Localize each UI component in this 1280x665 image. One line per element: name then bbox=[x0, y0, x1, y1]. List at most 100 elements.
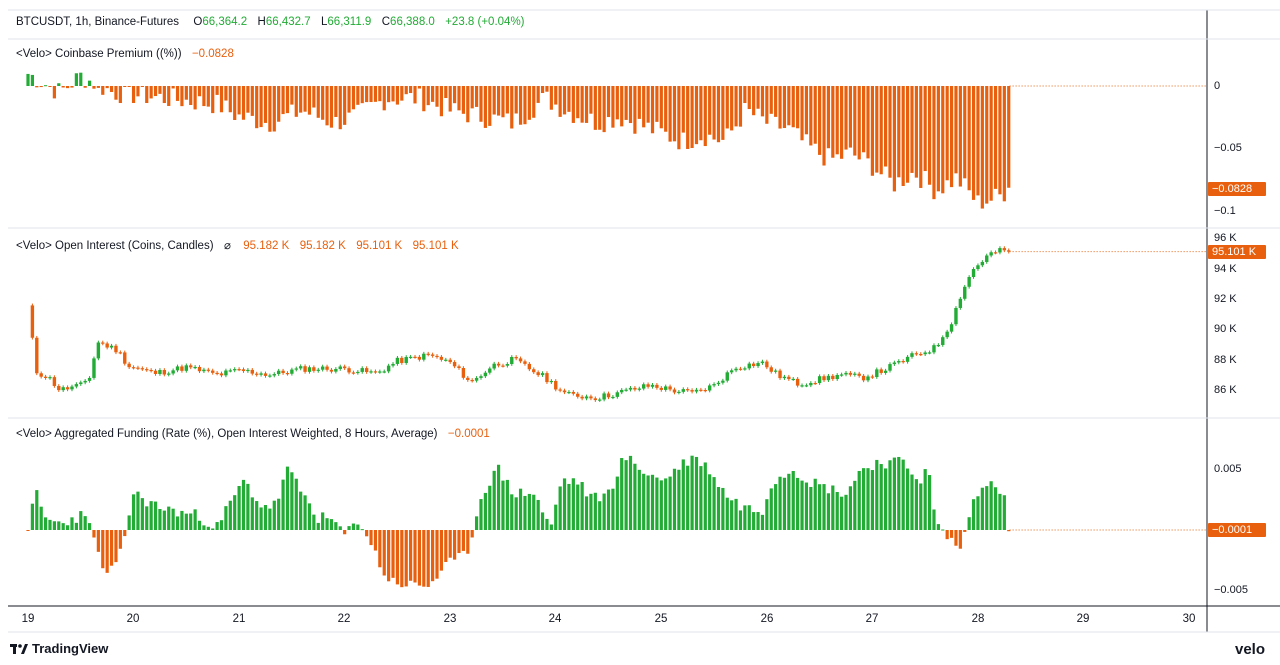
oi-candle-42 bbox=[211, 370, 215, 373]
tradingview-brand[interactable]: TradingView bbox=[10, 641, 108, 656]
oi-candle-95 bbox=[444, 359, 448, 361]
premium-bar-174 bbox=[791, 86, 795, 128]
oi-candle-117 bbox=[540, 373, 545, 376]
oi-candle-43 bbox=[215, 372, 219, 375]
oi-candle-23 bbox=[127, 363, 131, 368]
oi-candle-138 bbox=[633, 387, 637, 390]
funding-bar-162 bbox=[738, 510, 743, 530]
funding-bar-33 bbox=[171, 508, 175, 530]
oi-candle-67 bbox=[320, 366, 325, 370]
funding-bar-89 bbox=[417, 530, 422, 586]
premium-bar-90 bbox=[422, 86, 426, 112]
oi-legend[interactable]: <Velo> Open Interest (Coins, Candles) ⌀ … bbox=[16, 238, 459, 252]
premium-bar-62 bbox=[299, 86, 303, 113]
open-label: O bbox=[193, 16, 203, 28]
funding-bar-212 bbox=[958, 530, 962, 549]
funding-bar-126 bbox=[580, 482, 584, 530]
oi-candle-182 bbox=[826, 375, 831, 381]
funding-bar-22 bbox=[123, 530, 127, 537]
oi-candle-209 bbox=[945, 331, 949, 338]
oi-candle-28 bbox=[149, 369, 153, 372]
premium-bar-133 bbox=[611, 86, 615, 128]
funding-legend[interactable]: <Velo> Aggregated Funding (Rate (%), Ope… bbox=[16, 428, 490, 440]
premium-bar-190 bbox=[862, 86, 866, 153]
funding-bar-190 bbox=[862, 468, 866, 530]
funding-bar-216 bbox=[976, 496, 980, 530]
premium-bar-102 bbox=[474, 86, 479, 107]
funding-bar-31 bbox=[162, 510, 166, 530]
oi-candle-210 bbox=[949, 324, 954, 332]
oi-candle-87 bbox=[408, 356, 413, 358]
oi-candle-146 bbox=[668, 386, 672, 390]
funding-bar-82 bbox=[387, 530, 391, 582]
funding-bar-0 bbox=[26, 530, 30, 531]
funding-bar-123 bbox=[567, 483, 571, 530]
oi-candle-75 bbox=[356, 371, 360, 374]
premium-legend[interactable]: <Velo> Coinbase Premium ((%)) −0.0828 bbox=[16, 48, 234, 60]
premium-bar-214 bbox=[967, 86, 971, 191]
oi-candle-160 bbox=[729, 370, 734, 373]
premium-bar-99 bbox=[461, 86, 465, 114]
oi-candle-139 bbox=[637, 388, 642, 390]
low-value: 66,311.9 bbox=[327, 16, 372, 28]
oi-candle-25 bbox=[136, 367, 140, 369]
premium-bar-187 bbox=[848, 86, 853, 148]
premium-bar-147 bbox=[672, 86, 677, 142]
premium-bar-221 bbox=[998, 86, 1002, 195]
tradingview-brand-text: TradingView bbox=[32, 641, 109, 656]
funding-bar-138 bbox=[633, 463, 637, 530]
premium-bar-11 bbox=[74, 73, 78, 86]
funding-bar-173 bbox=[787, 473, 791, 530]
oi-candle-31 bbox=[162, 370, 167, 375]
funding-bar-111 bbox=[514, 497, 518, 530]
oi-candle-103 bbox=[479, 376, 483, 378]
premium-bar-158 bbox=[721, 86, 725, 140]
oi-candle-142 bbox=[650, 384, 655, 387]
funding-bar-197 bbox=[892, 457, 896, 530]
premium-bar-38 bbox=[193, 86, 197, 110]
funding-bar-184 bbox=[835, 491, 839, 530]
funding-bar-130 bbox=[598, 501, 602, 530]
funding-bar-5 bbox=[48, 519, 52, 530]
premium-bar-77 bbox=[365, 86, 369, 103]
premium-bar-176 bbox=[800, 86, 804, 141]
premium-bar-181 bbox=[822, 86, 826, 166]
oi-candle-124 bbox=[571, 391, 576, 394]
premium-bar-118 bbox=[545, 86, 549, 92]
oi-candle-213 bbox=[963, 286, 967, 299]
oi-candle-9 bbox=[65, 387, 70, 390]
premium-bar-10 bbox=[70, 86, 74, 88]
oi-candle-172 bbox=[782, 376, 787, 379]
premium-bar-33 bbox=[171, 86, 175, 89]
premium-bar-107 bbox=[496, 86, 501, 116]
oi-candle-214 bbox=[967, 277, 971, 287]
oi-candle-148 bbox=[677, 391, 681, 394]
oi-candle-51 bbox=[250, 369, 254, 374]
oi-candle-24 bbox=[131, 367, 136, 369]
oi-candle-115 bbox=[532, 369, 536, 373]
oi-candle-155 bbox=[707, 385, 712, 391]
premium-bar-217 bbox=[980, 86, 984, 209]
funding-bar-165 bbox=[752, 512, 756, 530]
oi-candle-11 bbox=[74, 384, 79, 387]
funding-bar-166 bbox=[756, 512, 760, 530]
premium-bar-172 bbox=[782, 86, 787, 129]
oi-candle-102 bbox=[474, 377, 479, 381]
oi-candle-70 bbox=[334, 368, 338, 372]
funding-bar-55 bbox=[268, 508, 272, 530]
premium-bar-43 bbox=[215, 86, 219, 95]
funding-bar-17 bbox=[101, 530, 105, 569]
funding-bar-120 bbox=[554, 504, 558, 530]
premium-bar-136 bbox=[624, 86, 628, 120]
premium-bar-207 bbox=[936, 86, 940, 192]
funding-bar-106 bbox=[492, 470, 496, 530]
oi-candle-216 bbox=[976, 265, 980, 270]
funding-bar-202 bbox=[914, 479, 918, 530]
premium-bar-193 bbox=[875, 86, 879, 173]
oi-candle-61 bbox=[294, 368, 298, 370]
funding-bar-93 bbox=[435, 530, 439, 579]
high-label: H bbox=[257, 16, 266, 28]
funding-bar-219 bbox=[989, 481, 993, 530]
velo-brand[interactable]: velo bbox=[1235, 641, 1266, 658]
oi-candle-52 bbox=[254, 373, 259, 375]
